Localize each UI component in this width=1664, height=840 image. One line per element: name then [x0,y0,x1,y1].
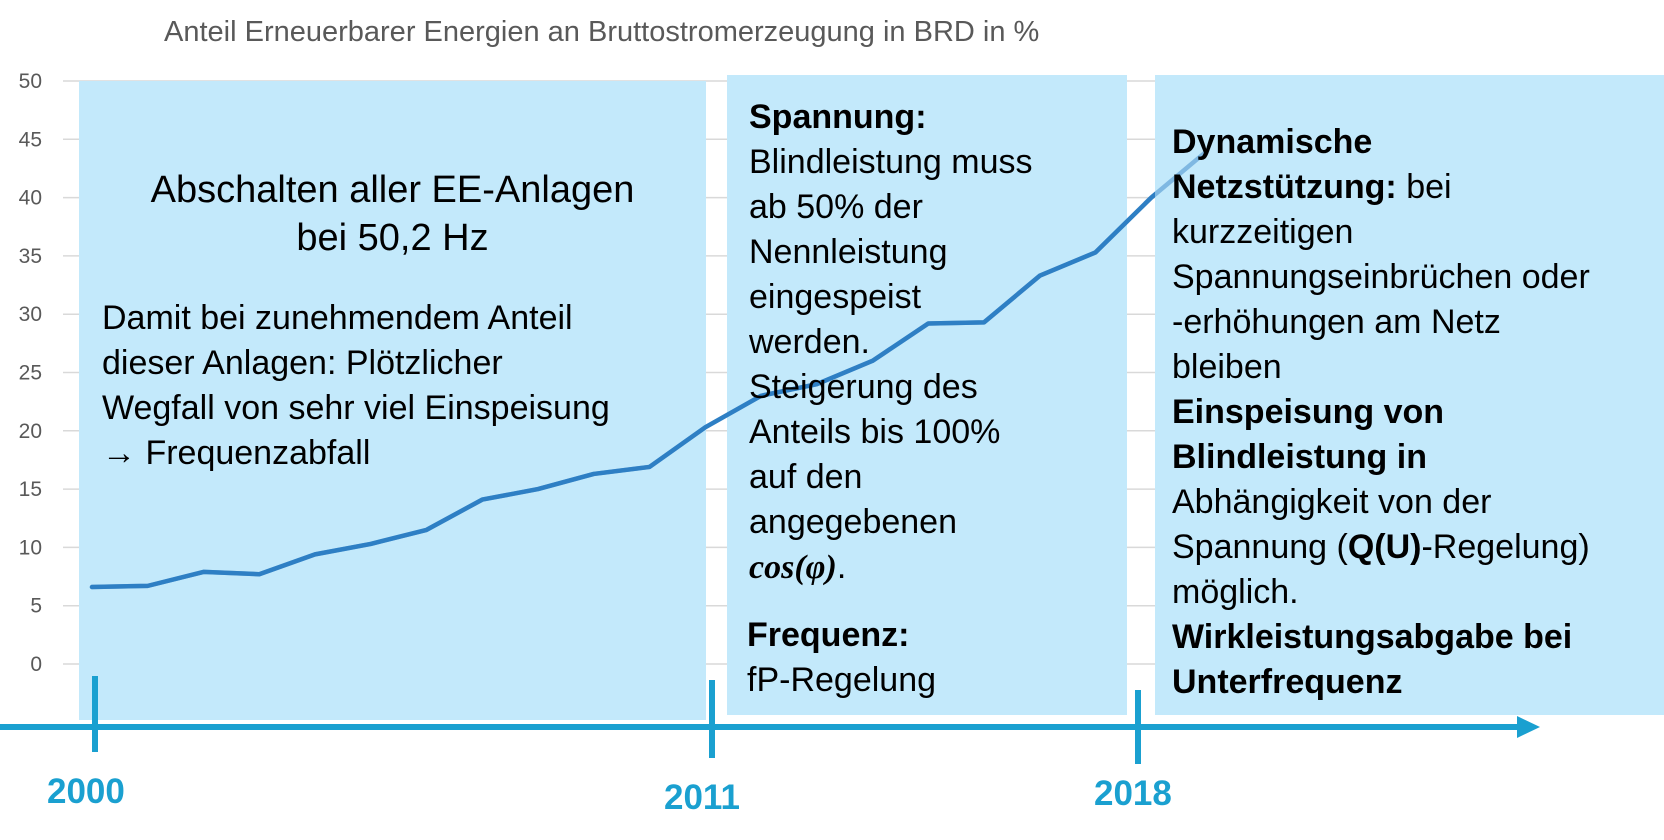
frequenz-heading: Frequenz: [747,616,910,654]
panel-spannung-frequenz [727,75,1127,715]
dyn-line: bleiben [1172,348,1282,386]
y-tick-label: 5 [30,595,42,618]
chart-title: Anteil Erneuerbarer Energien an Bruttost… [164,16,1040,48]
year-label-2018: 2018 [1094,774,1172,813]
spannung-formula-line: cos(φ). [749,545,1119,590]
frequenz-text: fP-Regelung [747,661,937,699]
spannung-heading: Spannung: [749,98,927,136]
spannung-line: Nennleistung [749,233,948,271]
y-tick-label: 25 [19,362,42,385]
panel3-text: Dynamische Netzstützung: bei kurzzeitige… [1172,120,1652,705]
panel1-heading-line2: bei 50,2 Hz [296,217,489,259]
panel1-heading: Abschalten aller EE-Anlagen bei 50,2 Hz [80,166,705,262]
right-arrow-icon: → [102,434,136,472]
year-label-2011: 2011 [664,778,740,817]
formula-suffix: . [836,548,847,586]
dyn-line: -erhöhungen am Netz [1172,303,1501,341]
spannung-line: angegebenen [749,503,958,541]
spannung-line: eingespeist [749,278,922,316]
panel1-body-line3: Wegfall von sehr viel Einspeisung [102,389,610,427]
panel1-body-line1: Damit bei zunehmendem Anteil [102,299,573,337]
panel1-body-line2: dieser Anlagen: Plötzlicher [102,344,503,382]
y-tick-label: 30 [19,303,42,326]
y-tick-label: 45 [19,128,42,151]
panel-dynamische-netzstuetzung [1155,75,1664,715]
panel2-frequenz: Frequenz: fP-Regelung [747,613,1117,703]
panel1-body-line4: → Frequenzabfall [102,431,702,476]
einsp-line4: Spannung (Q(U)-Regelung) [1172,528,1590,566]
spannung-line: werden. [749,323,870,361]
spannung-line: Anteils bis 100% [749,413,1001,451]
panel1-body-line4-text: Frequenzabfall [145,434,371,472]
dyn-line2: Netzstützung: bei [1172,168,1452,206]
dyn-line1: Dynamische [1172,123,1373,161]
line-series-0 [89,148,1210,590]
panel1-heading-line1: Abschalten aller EE-Anlagen [150,169,635,211]
year-label-2000: 2000 [47,772,125,811]
dyn-line: Spannungseinbrüchen oder [1172,258,1590,296]
panel-abschalten [79,81,706,720]
dyn-line: kurzzeitigen [1172,213,1354,251]
y-tick-label: 20 [19,420,42,443]
einsp-line2: Blindleistung in [1172,438,1427,476]
y-tick-label: 35 [19,245,42,268]
panel2-spannung: Spannung: Blindleistung muss ab 50% der … [749,95,1119,590]
line-overlay-series-0 [89,148,1210,590]
spannung-line: ab 50% der [749,188,923,226]
y-tick-label: 50 [19,70,42,93]
wirk-line1: Wirkleistungsabgabe bei [1172,618,1573,656]
cos-phi-formula: cos(φ) [749,549,837,586]
spannung-line: Blindleistung muss [749,143,1033,181]
spannung-line: auf den [749,458,863,496]
y-tick-label: 40 [19,187,42,210]
y-tick-label: 15 [19,478,42,501]
y-tick-label: 0 [30,653,42,676]
einsp-line5: möglich. [1172,573,1299,611]
einsp-line3: Abhängigkeit von der [1172,483,1492,521]
y-tick-label: 10 [19,536,42,559]
panel1-body: Damit bei zunehmendem Anteil dieser Anla… [102,296,702,476]
spannung-line: Steigerung des [749,368,978,406]
wirk-line2: Unterfrequenz [1172,663,1403,701]
timeline-arrowhead-icon [1517,716,1540,738]
einsp-line1: Einspeisung von [1172,393,1445,431]
